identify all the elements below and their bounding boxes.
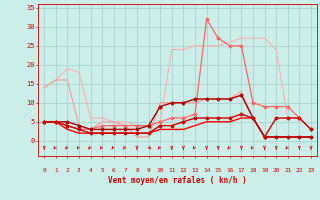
X-axis label: Vent moyen/en rafales ( kn/h ): Vent moyen/en rafales ( kn/h )	[108, 176, 247, 185]
